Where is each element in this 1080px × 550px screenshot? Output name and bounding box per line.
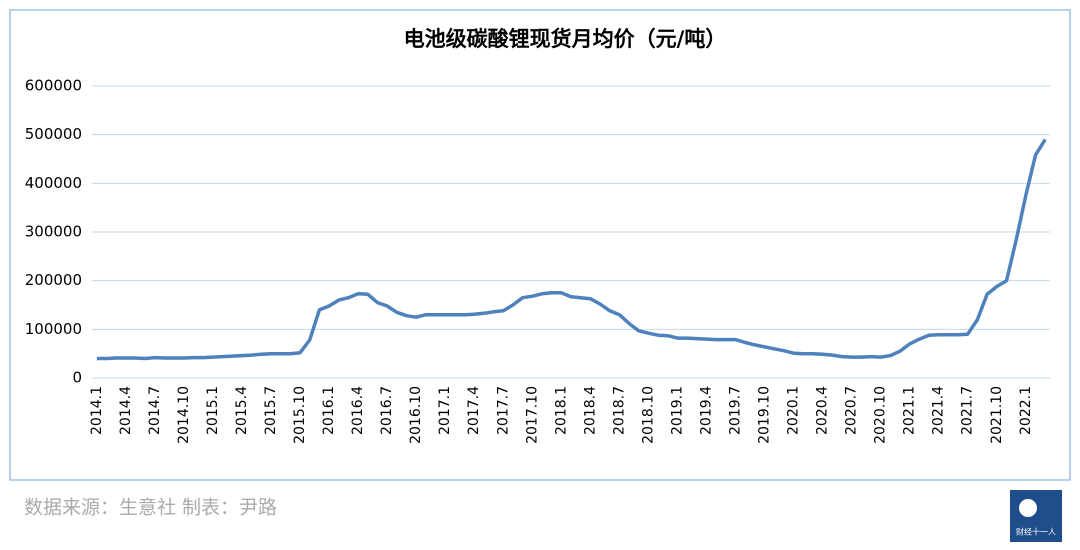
x-tick-label: 2016.4 xyxy=(350,386,366,435)
x-tick-label: 2018.4 xyxy=(582,386,598,435)
x-tick-label: 2014.1 xyxy=(89,386,105,435)
y-tick-label: 300000 xyxy=(25,223,82,241)
logo-globe xyxy=(1019,499,1037,517)
x-tick-label: 2018.7 xyxy=(611,386,627,435)
logo-box xyxy=(1010,490,1062,542)
x-tick-label: 2017.1 xyxy=(437,386,453,435)
y-tick-label: 500000 xyxy=(25,125,82,143)
x-tick-label: 2017.4 xyxy=(466,386,482,435)
x-tick-label: 2019.10 xyxy=(757,386,773,444)
x-tick-label: 2019.1 xyxy=(669,386,685,435)
x-tick-label: 2021.10 xyxy=(989,386,1005,444)
y-tick-label: 100000 xyxy=(25,320,82,338)
x-tick-label: 2022.1 xyxy=(1018,386,1034,435)
x-tick-label: 2015.7 xyxy=(263,386,279,435)
x-tick-label: 2020.10 xyxy=(873,386,889,444)
x-tick-label: 2018.1 xyxy=(553,386,569,435)
x-tick-label: 2016.7 xyxy=(379,386,395,435)
x-tick-label: 2017.7 xyxy=(495,386,511,435)
x-tick-label: 2015.10 xyxy=(292,386,308,444)
data-line xyxy=(96,138,1047,361)
chart-frame xyxy=(9,9,1071,481)
x-tick-label: 2014.7 xyxy=(147,386,163,435)
x-tick-label: 2016.10 xyxy=(408,386,424,444)
chart-title: 电池级碳酸锂现货月均价（元/吨） xyxy=(404,27,727,51)
x-tick-label: 2018.10 xyxy=(640,386,656,444)
source-note: 数据来源：生意社 制表：尹路 xyxy=(24,497,277,519)
x-tick-label: 2021.1 xyxy=(902,386,918,435)
x-tick-label: 2019.4 xyxy=(698,386,714,435)
y-tick-label: 400000 xyxy=(25,174,82,192)
x-tick-label: 2021.4 xyxy=(931,386,947,435)
logo-text: 财经十一人 xyxy=(1016,527,1056,537)
x-tick-label: 2020.4 xyxy=(815,386,831,435)
x-tick-label: 2015.4 xyxy=(234,386,250,435)
x-tick-label: 2017.10 xyxy=(524,386,540,444)
x-tick-label: 2020.7 xyxy=(844,386,860,435)
y-tick-label: 0 xyxy=(72,369,82,387)
x-tick-label: 2014.10 xyxy=(176,386,192,444)
x-tick-label: 2016.1 xyxy=(321,386,337,435)
x-tick-label: 2021.7 xyxy=(960,386,976,435)
x-tick-label: 2014.4 xyxy=(118,386,134,435)
x-tick-label: 2020.1 xyxy=(786,386,802,435)
y-tick-label: 600000 xyxy=(25,77,82,95)
x-tick-label: 2015.1 xyxy=(205,386,221,435)
y-tick-label: 200000 xyxy=(25,271,82,289)
x-tick-label: 2019.7 xyxy=(728,386,744,435)
